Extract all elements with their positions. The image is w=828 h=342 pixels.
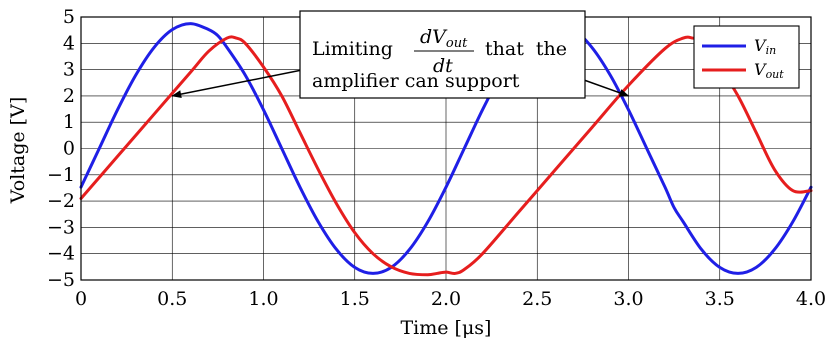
x-tick-label: 1.0 (248, 288, 278, 310)
annotation-box (299, 10, 586, 99)
y-tick-label: −3 (47, 216, 75, 238)
annotation-arrow-right (583, 79, 630, 97)
y-tick-label: −4 (47, 243, 75, 265)
series-line-v-in (79, 22, 813, 275)
x-tick-label: 0 (75, 288, 87, 310)
slew-rate-annotation: Limiting dVout dt that the amplifier can… (171, 10, 630, 99)
annotation-arrow-left (171, 69, 303, 99)
annotation-fraction-denominator: dt (433, 55, 453, 77)
y-tick-label: 4 (63, 32, 75, 54)
y-tick-label: 3 (63, 59, 75, 81)
y-tick-label: 5 (63, 6, 75, 28)
x-axis-label: Time [μs] (401, 317, 492, 339)
annotation-text-before: Limiting (312, 38, 393, 60)
tick-labels: 0 0.5 1.0 1.5 2.0 2.5 3.0 3.5 4.0 5 4 3 2 1 0 −1 −2 −3 −4 −… (47, 6, 826, 310)
y-tick-label: 2 (63, 85, 75, 107)
y-tick-label: −2 (47, 190, 75, 212)
legend-box (693, 25, 800, 89)
legend: Vin Vout (693, 25, 800, 89)
annotation-line-2: amplifier can support (312, 70, 520, 92)
x-tick-label: 4.0 (796, 288, 826, 310)
annotation-numerator-sub: out (446, 36, 468, 51)
annotation-numerator-main: dV (420, 26, 448, 48)
y-axis-label: Voltage [V] (7, 97, 29, 204)
annotation-text-after: that the (485, 38, 567, 60)
y-tick-label: −1 (47, 164, 75, 186)
x-tick-label: 3.5 (705, 288, 735, 310)
x-tick-label: 3.0 (613, 288, 643, 310)
y-tick-label: 1 (63, 111, 75, 133)
annotation-fraction-numerator: dVout (420, 26, 468, 51)
x-tick-label: 2.0 (431, 288, 461, 310)
y-tick-label: −5 (47, 269, 75, 291)
x-tick-label: 0.5 (157, 288, 187, 310)
x-tick-label: 1.5 (340, 288, 370, 310)
x-tick-label: 2.5 (522, 288, 552, 310)
y-tick-label: 0 (63, 138, 75, 160)
